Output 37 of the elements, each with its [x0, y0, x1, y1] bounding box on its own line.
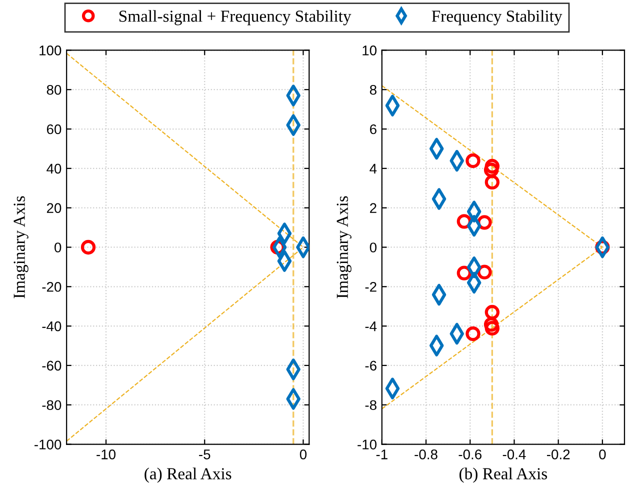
y-tick-label: 100: [40, 46, 62, 56]
x-tick-label: -5: [199, 450, 210, 460]
y-tick-label: 2: [370, 203, 376, 213]
y-tick-label: 4: [370, 164, 377, 174]
y-tick-label: -40: [42, 321, 62, 332]
y-tick-label: 0: [54, 242, 62, 252]
y-tick-label: -20: [42, 282, 62, 292]
y-tick-label: 6: [370, 124, 376, 134]
y-tick-label: 8: [370, 84, 376, 95]
x-axis-title: (b) Real Axis: [459, 468, 548, 483]
y-tick-label: -2: [365, 282, 376, 292]
y-tick-label: -10: [358, 440, 377, 450]
x-axis-title: (a) Real Axis: [144, 468, 232, 483]
x-tick-label: 0: [300, 450, 307, 460]
y-tick-label: 0: [370, 242, 377, 252]
x-tick-label: -0.6: [458, 450, 482, 460]
y-axis-title: Imaginary Axis: [14, 196, 28, 298]
y-tick-label: -4: [365, 322, 377, 332]
y-tick-label: -6: [365, 360, 376, 371]
x-tick-label: 0: [599, 450, 606, 460]
x-tick-label: -10: [96, 450, 116, 460]
y-tick-label: 40: [46, 164, 62, 174]
y-tick-label: 20: [46, 203, 62, 213]
y-axis-title: Imaginary Axis: [336, 196, 352, 298]
x-tick-label: -0.2: [546, 450, 570, 460]
y-tick-label: -8: [365, 400, 376, 410]
y-tick-label: 80: [46, 84, 62, 95]
legend-label: Frequency Stability: [432, 10, 562, 26]
x-tick-label: -0.8: [414, 450, 438, 460]
x-tick-label: -0.4: [502, 450, 526, 460]
legend-label: Small-signal + Frequency Stability: [119, 10, 352, 26]
y-tick-label: 60: [46, 124, 62, 134]
x-tick-label: -1: [376, 450, 388, 460]
y-tick-label: -60: [42, 360, 62, 371]
y-tick-label: 10: [362, 46, 377, 56]
y-tick-label: -80: [42, 400, 62, 410]
y-tick-label: -100: [34, 440, 62, 450]
